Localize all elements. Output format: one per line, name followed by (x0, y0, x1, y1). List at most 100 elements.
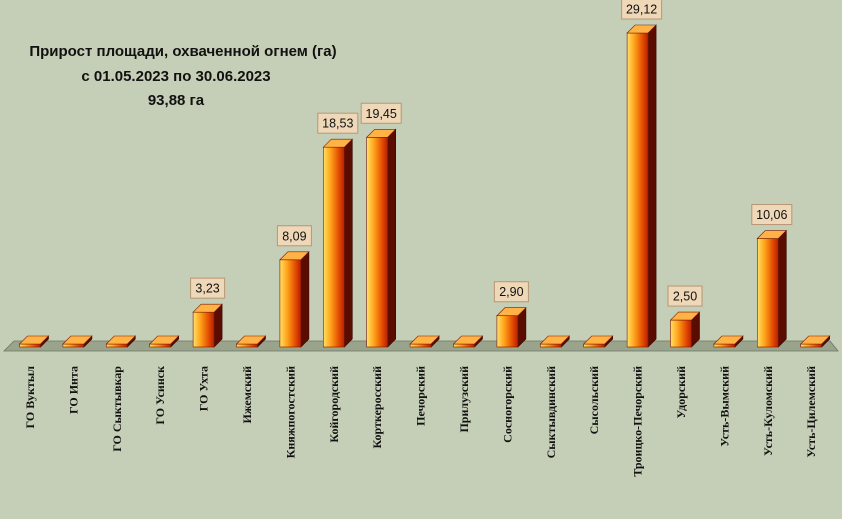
data-label-text: 2,90 (499, 285, 523, 299)
bar-top (756, 230, 788, 239)
data-label-8: 18,53 (317, 112, 359, 134)
category-label-8: Койгородский (327, 366, 341, 443)
bar-front (236, 343, 258, 348)
data-label-text: 10,06 (756, 208, 787, 222)
data-label-text: 3,23 (195, 282, 219, 296)
data-label-box (317, 112, 359, 134)
bar-front (583, 343, 606, 348)
bar-top (496, 307, 527, 317)
bar-9 (365, 128, 397, 348)
bar-front (149, 343, 171, 348)
bar-side (777, 229, 787, 348)
category-label-5: ГО Ухта (197, 366, 211, 411)
title-line-2: с 01.05.2023 по 30.06.2023 (81, 68, 270, 85)
data-label-12: 2,90 (493, 281, 529, 303)
bar-5 (192, 303, 223, 348)
bar-front (279, 259, 302, 348)
bar-front (756, 238, 779, 348)
category-label-4: ГО Усинск (153, 366, 167, 425)
bar-11 (452, 335, 484, 348)
bar-front (626, 32, 649, 348)
category-label-10: Печорский (414, 366, 428, 426)
bar-front (366, 136, 389, 348)
title-line-1: Прирост площади, охваченной огнем (га) (29, 43, 336, 60)
data-labels: 3,23 8,09 18,53 19,45 2,90 29,12 2,50 10,06 (190, 0, 793, 307)
bar-front (19, 343, 41, 348)
bar-19 (799, 335, 831, 348)
bar-1 (18, 335, 50, 348)
bar-top (62, 335, 93, 345)
bar-2 (62, 335, 93, 348)
data-label-16: 2,50 (667, 285, 703, 307)
bar-8 (322, 138, 354, 348)
category-label-2: ГО Инта (66, 366, 80, 414)
category-label-1: ГО Вуктыл (23, 366, 37, 429)
bar-10 (409, 335, 440, 348)
data-label-box (190, 277, 226, 299)
bar-top (18, 335, 50, 345)
bar-front (800, 343, 823, 348)
bar-16 (669, 311, 701, 348)
data-label-18: 10,06 (751, 204, 793, 226)
bar-front (62, 343, 85, 348)
category-label-3: ГО Сыктывкар (110, 366, 124, 452)
category-label-17: Усть-Вымский (717, 366, 731, 447)
data-label-box (667, 285, 703, 307)
bar-top (192, 303, 223, 313)
bars (18, 24, 831, 348)
bar-top (322, 138, 354, 148)
data-label-15: 29,12 (621, 0, 663, 20)
bar-top (713, 335, 744, 345)
data-label-text: 8,09 (282, 229, 306, 243)
category-label-15: Троицко-Печорский (631, 366, 645, 477)
data-label-text: 19,45 (366, 107, 397, 121)
bar-top (669, 311, 701, 321)
chart-title: Прирост площади, охваченной огнем (га) с… (29, 43, 336, 109)
data-label-box (493, 281, 529, 303)
bar-top (452, 335, 484, 345)
bar-front (670, 319, 692, 348)
data-label-box (276, 225, 312, 247)
bar-side (387, 128, 397, 348)
bar-side (300, 251, 310, 348)
data-label-box (621, 0, 663, 20)
bar-top (365, 128, 397, 138)
bar-15 (626, 24, 657, 348)
data-label-5: 3,23 (190, 277, 226, 299)
bar-7 (279, 251, 310, 348)
bar-top (626, 24, 657, 34)
title-line-3: 93,88 га (148, 92, 205, 109)
category-label-11: Прилузский (457, 366, 471, 433)
bar-side (343, 138, 353, 348)
data-label-text: 2,50 (673, 290, 697, 304)
bar-front (322, 146, 345, 348)
bar-top (799, 335, 831, 345)
data-label-9: 19,45 (360, 102, 402, 124)
category-label-19: Усть-Цилемский (804, 366, 818, 458)
bar-top (235, 335, 267, 345)
bar-front (496, 315, 519, 348)
bar-4 (148, 335, 180, 348)
bar-front (106, 343, 128, 348)
bar-6 (235, 335, 267, 348)
category-label-7: Княжпогостский (283, 366, 297, 458)
bar-side (647, 24, 657, 348)
category-label-12: Сосногорский (500, 366, 514, 443)
bar-3 (105, 335, 137, 348)
bar-14 (582, 335, 614, 348)
bar-front (409, 343, 432, 348)
bar-top (539, 335, 571, 345)
bar-top (148, 335, 180, 345)
bar-17 (713, 335, 744, 348)
category-label-18: Усть-Куломский (761, 366, 775, 456)
bar-front (713, 343, 736, 348)
data-label-7: 8,09 (276, 225, 312, 247)
bar-top (279, 251, 310, 261)
bar-top (582, 335, 614, 345)
category-labels: ГО Вуктыл ГО Инта ГО Сыктывкар ГО Усинск ГО … (23, 366, 818, 477)
data-label-text: 18,53 (322, 117, 353, 131)
data-label-text: 29,12 (626, 3, 657, 17)
bar-front (192, 311, 215, 348)
data-label-box (751, 204, 793, 226)
